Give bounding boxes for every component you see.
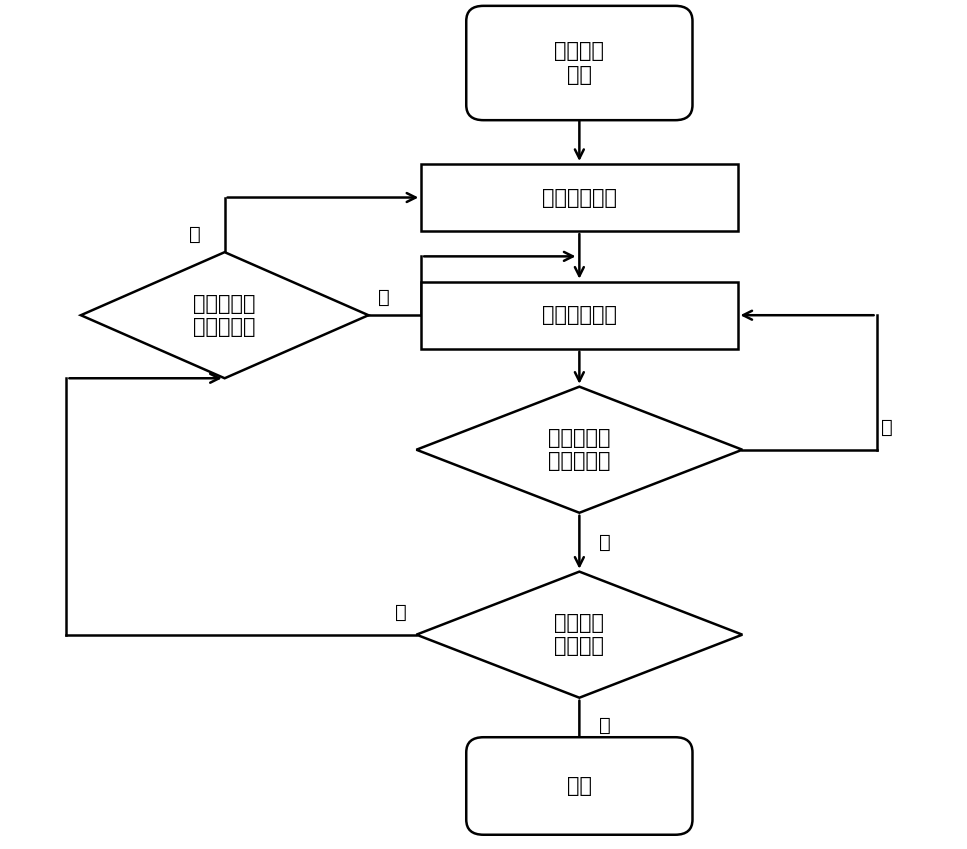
Text: 是: 是: [599, 716, 610, 734]
Text: 是: 是: [189, 225, 201, 244]
FancyBboxPatch shape: [466, 737, 692, 835]
Text: 否: 否: [396, 603, 407, 622]
Text: 结束: 结束: [567, 776, 592, 796]
Text: 事件驱动路由: 事件驱动路由: [542, 305, 617, 325]
Text: 首个节点
触发: 首个节点 触发: [554, 42, 604, 85]
Polygon shape: [81, 252, 368, 379]
FancyBboxPatch shape: [466, 6, 692, 121]
Bar: [422, 282, 738, 349]
Text: 否: 否: [378, 288, 390, 306]
Text: 否: 否: [599, 532, 610, 552]
Text: 是: 是: [881, 418, 894, 437]
Polygon shape: [417, 571, 743, 698]
Text: 频谱感知分簇: 频谱感知分簇: [542, 188, 617, 207]
Bar: [422, 164, 738, 231]
Text: 判断节点
是否死亡: 判断节点 是否死亡: [554, 613, 604, 656]
Text: 节点扫描是
否触发事件: 节点扫描是 否触发事件: [548, 428, 610, 471]
Polygon shape: [417, 386, 743, 513]
Text: 是否满足重
新分簇条件: 是否满足重 新分簇条件: [193, 294, 256, 337]
